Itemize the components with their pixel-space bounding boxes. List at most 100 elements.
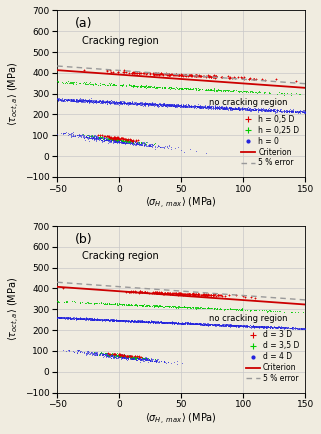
Point: [70, 132, 75, 139]
Point: [183, 104, 188, 111]
Point: [229, 104, 234, 111]
Point: [9, 92, 14, 99]
Point: [25, 95, 30, 102]
Point: [113, 317, 118, 324]
Point: [122, 138, 127, 145]
Point: [160, 70, 165, 77]
Point: [208, 74, 213, 81]
Point: [116, 99, 121, 106]
Point: [201, 320, 206, 327]
Point: [70, 97, 75, 104]
Point: [143, 355, 149, 362]
Point: [173, 319, 178, 326]
Point: [107, 99, 112, 106]
Point: [258, 106, 264, 113]
Point: [192, 319, 197, 326]
Point: [93, 135, 99, 142]
Point: [13, 93, 18, 100]
Point: [137, 356, 142, 363]
Point: [214, 322, 220, 329]
Point: [272, 323, 277, 330]
Point: [203, 321, 208, 328]
Point: [102, 316, 107, 323]
Point: [148, 101, 153, 108]
Point: [192, 291, 197, 298]
Point: [21, 313, 26, 320]
Point: [299, 108, 304, 115]
Point: [111, 353, 117, 360]
Point: [317, 326, 321, 333]
Point: [58, 315, 63, 322]
Point: [277, 324, 282, 331]
Point: [107, 136, 112, 143]
Point: [256, 89, 261, 95]
Point: [157, 319, 162, 326]
Point: [136, 318, 141, 325]
Point: [264, 324, 269, 331]
Point: [222, 322, 227, 329]
Point: [102, 316, 107, 323]
Point: [8, 94, 13, 101]
Point: [109, 98, 115, 105]
Point: [81, 314, 86, 321]
Point: [74, 315, 80, 322]
Point: [87, 316, 92, 322]
Point: [63, 315, 68, 322]
Point: [165, 289, 170, 296]
Point: [252, 107, 257, 114]
Point: [1, 91, 6, 98]
Point: [173, 304, 178, 311]
Point: [202, 104, 207, 111]
Point: [107, 300, 112, 307]
Point: [185, 290, 190, 297]
Point: [272, 324, 277, 331]
Point: [128, 82, 133, 89]
Point: [124, 318, 129, 325]
Point: [46, 313, 51, 320]
Point: [182, 102, 187, 108]
Point: [203, 292, 208, 299]
Point: [108, 352, 113, 359]
Point: [262, 323, 267, 330]
Point: [120, 81, 125, 88]
Point: [111, 99, 117, 106]
Point: [199, 320, 204, 327]
Point: [111, 354, 117, 361]
Point: [198, 102, 203, 109]
Point: [105, 81, 110, 88]
Point: [236, 306, 241, 313]
Point: [136, 101, 141, 108]
Point: [208, 104, 213, 111]
Point: [120, 354, 125, 361]
Point: [290, 324, 295, 331]
Point: [142, 83, 147, 90]
Point: [168, 83, 173, 90]
Point: [74, 97, 79, 104]
Point: [145, 319, 150, 326]
Point: [133, 139, 138, 146]
Point: [29, 313, 34, 320]
Point: [88, 135, 93, 141]
Point: [5, 313, 11, 320]
Point: [123, 138, 128, 145]
Point: [144, 289, 150, 296]
Point: [145, 302, 151, 309]
Point: [245, 107, 250, 114]
Point: [139, 140, 144, 147]
Point: [175, 319, 180, 326]
Point: [116, 318, 121, 325]
Point: [205, 291, 210, 298]
Point: [57, 313, 63, 320]
Point: [151, 319, 156, 326]
Point: [82, 81, 87, 88]
Point: [55, 297, 60, 304]
Point: [251, 324, 256, 331]
Point: [151, 319, 156, 326]
Point: [43, 95, 48, 102]
Point: [259, 106, 264, 113]
Point: [143, 139, 148, 146]
Point: [169, 144, 174, 151]
Point: [109, 316, 114, 323]
Point: [238, 74, 243, 81]
Point: [220, 322, 225, 329]
